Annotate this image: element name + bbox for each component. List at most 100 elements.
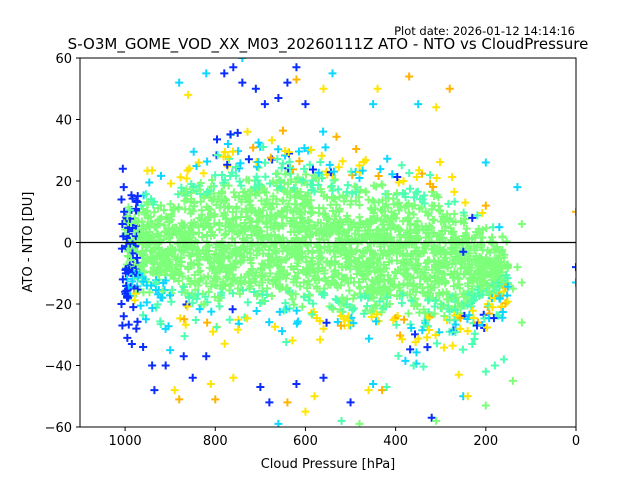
cloud-point (279, 306, 288, 315)
cloud-point (455, 313, 464, 322)
cloud-point (338, 263, 347, 272)
data-point (206, 379, 215, 388)
cloud-point (307, 145, 316, 154)
cloud-point (252, 172, 261, 181)
data-point (481, 401, 490, 410)
data-point (292, 75, 301, 84)
cloud-point (336, 249, 345, 258)
cloud-point (418, 195, 427, 204)
cloud-point (243, 233, 252, 242)
cloud-point (199, 169, 208, 178)
cloud-point (306, 180, 315, 189)
cloud-point (503, 297, 512, 306)
cloud-point (359, 309, 368, 318)
cloud-point (413, 282, 422, 291)
cloud-point (179, 248, 188, 257)
cloud-point (185, 164, 194, 173)
cloud-point (344, 279, 353, 288)
cloud-point (281, 147, 290, 156)
cloud-point (226, 130, 235, 139)
cloud-point (253, 292, 262, 301)
cloud-point (267, 136, 276, 145)
cloud-point (267, 291, 276, 300)
cloud-point (148, 232, 157, 241)
cloud-point (237, 279, 246, 288)
cloud-point (441, 279, 450, 288)
cloud-point (194, 158, 203, 167)
cloud-point (302, 270, 311, 279)
cloud-point (142, 281, 151, 290)
cloud-point (308, 310, 317, 319)
cloud-point (473, 211, 482, 220)
cloud-point (156, 320, 165, 329)
cloud-point (448, 172, 457, 181)
cloud-point (231, 213, 240, 222)
cloud-point (431, 331, 440, 340)
cloud-point (486, 248, 495, 257)
cloud-point (197, 300, 206, 309)
cloud-point (432, 339, 441, 348)
cloud-point (342, 187, 351, 196)
cloud-point (399, 279, 408, 288)
data-point (118, 321, 127, 330)
cloud-point (302, 170, 311, 179)
cloud-point (172, 260, 181, 269)
cloud-point (436, 158, 445, 167)
cloud-point (263, 230, 272, 239)
cloud-point (423, 257, 432, 266)
cloud-point (254, 138, 263, 147)
cloud-point (401, 356, 410, 365)
cloud-point (489, 314, 498, 323)
cloud-point (317, 151, 326, 160)
cloud-point (322, 318, 331, 327)
cloud-point (243, 127, 252, 136)
cloud-point (148, 304, 157, 313)
cloud-point (402, 270, 411, 279)
cloud-point (214, 296, 223, 305)
cloud-point (292, 190, 301, 199)
data-point (346, 398, 355, 407)
cloud-point (242, 175, 251, 184)
cloud-point (202, 279, 211, 288)
cloud-point (455, 284, 464, 293)
cloud-point (315, 234, 324, 243)
cloud-point (252, 306, 261, 315)
cloud-point (463, 327, 472, 336)
cloud-point (326, 261, 335, 270)
cloud-point (180, 315, 189, 324)
cloud-point (286, 290, 295, 299)
cloud-point (459, 270, 468, 279)
cloud-point (124, 203, 133, 212)
cloud-point (285, 157, 294, 166)
cloud-point (228, 234, 237, 243)
data-point (123, 333, 132, 342)
data-point (468, 339, 477, 348)
cloud-point (265, 318, 274, 327)
data-point (572, 263, 576, 272)
cloud-point (215, 302, 224, 311)
cloud-point (458, 345, 467, 354)
cloud-point (298, 253, 307, 262)
cloud-point (451, 328, 460, 337)
cloud-point (429, 228, 438, 237)
x-axis: 1000 800 600 400 200 0 (109, 427, 580, 449)
cloud-point (502, 237, 511, 246)
data-point (310, 392, 319, 401)
cloud-point (273, 169, 282, 178)
cloud-point (177, 219, 186, 228)
cloud-point (402, 252, 411, 261)
cloud-point (334, 297, 343, 306)
cloud-point (369, 181, 378, 190)
cloud-point (288, 295, 297, 304)
y-tick-label: −20 (45, 298, 72, 313)
cloud-point (130, 296, 139, 305)
cloud-point (194, 281, 203, 290)
cloud-point (128, 277, 137, 286)
cloud-point (279, 196, 288, 205)
cloud-point (233, 284, 242, 293)
cloud-point (143, 166, 152, 175)
cloud-point (443, 263, 452, 272)
data-point (161, 361, 170, 370)
cloud-point (197, 206, 206, 215)
cloud-point (490, 245, 499, 254)
